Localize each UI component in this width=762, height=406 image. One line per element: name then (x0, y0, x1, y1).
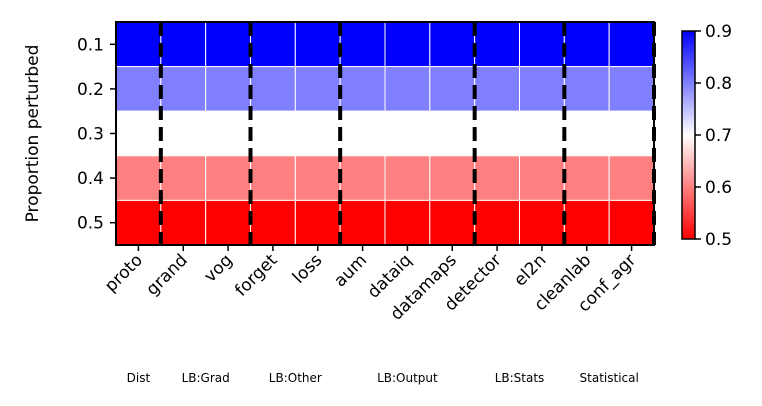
group-label: LB:Output (377, 371, 438, 385)
heatmap-cell (474, 110, 520, 157)
heatmap-cell (339, 199, 386, 246)
heatmap-cell (115, 199, 162, 246)
heatmap-cell (608, 21, 655, 68)
heatmap-cell (608, 155, 655, 201)
colorbar-ticks: 0.5 0.6 0.7 0.8 0.9 (695, 22, 732, 250)
heatmap-cell (205, 155, 252, 201)
heatmap-cell (519, 155, 565, 201)
x-tick-label: el2n (510, 250, 550, 290)
heatmap-cell (384, 110, 431, 157)
heatmap-cell (160, 21, 207, 68)
heatmap-cell (205, 199, 252, 246)
heatmap-cell (160, 155, 207, 201)
colorbar-tick-label: 0.7 (705, 126, 732, 146)
heatmap-cell (608, 110, 655, 157)
x-tick-label: loss (289, 250, 326, 287)
heatmap-cell (474, 155, 520, 201)
heatmap-cell (563, 110, 610, 157)
x-tick-label: vog (200, 250, 236, 286)
heatmap-cell (474, 21, 520, 68)
heatmap-cell (563, 155, 610, 201)
group-label: Statistical (580, 371, 639, 385)
heatmap-cell (250, 155, 296, 201)
y-tick-label: 0.3 (77, 125, 104, 145)
heatmap-cell (294, 66, 341, 112)
heatmap-cell (250, 66, 296, 112)
heatmap-cell (339, 110, 386, 157)
heatmap-cell (519, 21, 565, 68)
group-label: LB:Stats (495, 371, 545, 385)
heatmap-cell (384, 199, 431, 246)
heatmap-cell (250, 21, 296, 68)
colorbar-tick-label: 0.5 (705, 230, 732, 250)
heatmap-cell (384, 66, 431, 112)
x-tick-label: forget (231, 250, 281, 300)
colorbar-tick-label: 0.6 (705, 178, 732, 198)
heatmap-cell (115, 155, 162, 201)
heatmap-cell (474, 66, 520, 112)
y-tick-label: 0.2 (77, 80, 104, 100)
heatmap-cell (384, 155, 431, 201)
heatmap-cell (339, 155, 386, 201)
heatmap-cells (115, 21, 655, 246)
heatmap-cell (294, 21, 341, 68)
heatmap-cell (563, 66, 610, 112)
heatmap-cell (429, 21, 476, 68)
heatmap-cell (519, 199, 565, 246)
group-labels: Dist LB:Grad LB:Other LB:Output LB:Stats Stat… (127, 371, 639, 385)
heatmap-cell (429, 110, 476, 157)
heatmap-cell (115, 21, 162, 68)
heatmap-cell (205, 66, 252, 112)
heatmap-cell (205, 110, 252, 157)
group-label: LB:Grad (182, 371, 230, 385)
y-tick-label: 0.5 (77, 214, 104, 234)
heatmap-cell (115, 110, 162, 157)
heatmap-cell (160, 66, 207, 112)
group-label: Dist (127, 371, 151, 385)
heatmap-cell (608, 199, 655, 246)
y-axis-label: Proportion perturbed (23, 45, 43, 223)
colorbar-tick-label: 0.9 (705, 22, 732, 42)
colorbar-tick-label: 0.8 (705, 74, 732, 94)
heatmap-cell (160, 199, 207, 246)
heatmap-cell (250, 110, 296, 157)
heatmap-cell (563, 199, 610, 246)
colorbar (681, 30, 696, 240)
heatmap-cell (519, 66, 565, 112)
heatmap-cell (250, 199, 296, 246)
heatmap-cell (384, 21, 431, 68)
x-tick-label: proto (101, 250, 147, 296)
x-tick-label: aum (330, 250, 371, 291)
group-label: LB:Other (269, 371, 322, 385)
heatmap-cell (563, 21, 610, 68)
heatmap-cell (205, 21, 252, 68)
heatmap-cell (429, 66, 476, 112)
y-tick-label: 0.1 (77, 35, 104, 55)
y-tick-label: 0.4 (77, 169, 104, 189)
x-tick-label: grand (142, 250, 191, 299)
heatmap-cell (429, 199, 476, 246)
heatmap-cell (519, 110, 565, 157)
heatmap-cell (294, 199, 341, 246)
y-ticks: 0.1 0.2 0.3 0.4 0.5 (77, 35, 116, 234)
heatmap-cell (339, 66, 386, 112)
heatmap-cell (608, 66, 655, 112)
heatmap-cell (294, 155, 341, 201)
heatmap-cell (160, 110, 207, 157)
heatmap-cell (339, 21, 386, 68)
heatmap-cell (115, 66, 162, 112)
heatmap-cell (294, 110, 341, 157)
heatmap-cell (429, 155, 476, 201)
heatmap-cell (474, 199, 520, 246)
